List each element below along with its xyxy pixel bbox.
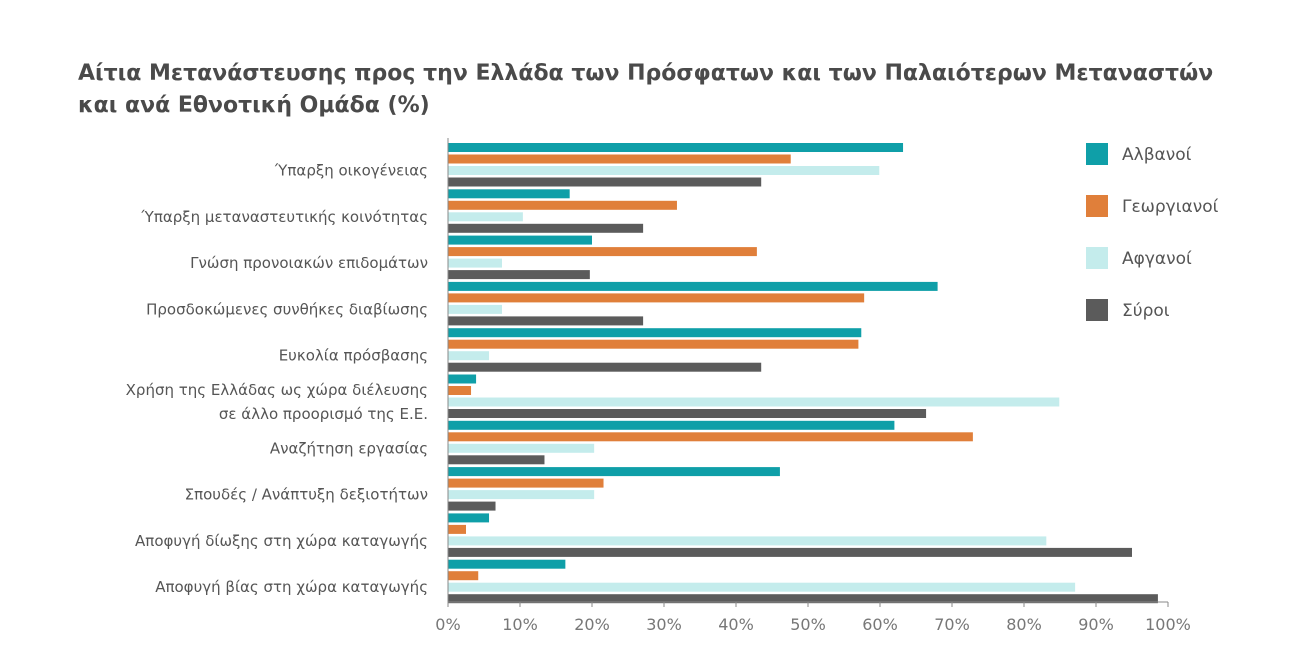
legend-swatch bbox=[1086, 195, 1108, 217]
title-line-2: και ανά Εθνοτική Ομάδα (%) bbox=[78, 93, 430, 118]
bar bbox=[448, 420, 895, 430]
legend-label: Σύροι bbox=[1122, 301, 1170, 321]
bar bbox=[448, 200, 677, 210]
bar bbox=[448, 281, 938, 291]
bar bbox=[448, 409, 927, 418]
category-label: Προσδοκώμενες συνθήκες διαβίωσης bbox=[146, 300, 428, 318]
bar bbox=[448, 501, 496, 511]
category-label: Σπουδές / Ανάπτυξη δεξιοτήτων bbox=[185, 486, 428, 504]
x-tick-label: 40% bbox=[718, 615, 754, 634]
bar bbox=[448, 582, 1076, 592]
bar bbox=[448, 478, 604, 488]
legend-label: Αφγανοί bbox=[1122, 249, 1192, 269]
bar bbox=[448, 386, 472, 395]
bar bbox=[448, 189, 570, 199]
bar bbox=[448, 154, 791, 164]
bar bbox=[448, 513, 490, 523]
legend-swatch bbox=[1086, 247, 1108, 269]
x-tick-label: 70% bbox=[934, 615, 970, 634]
bar bbox=[448, 270, 590, 280]
bar bbox=[448, 143, 904, 152]
bar bbox=[448, 235, 592, 245]
category-label: Ύπαρξη μεταναστευτικής κοινότητας bbox=[140, 208, 428, 226]
title-line-1: Αίτια Μετανάστευσης προς την Ελλάδα των … bbox=[78, 61, 1214, 86]
x-tick-label: 30% bbox=[646, 615, 682, 634]
bar bbox=[448, 571, 479, 581]
bar bbox=[448, 432, 973, 442]
bar bbox=[448, 455, 545, 465]
bar bbox=[448, 177, 762, 187]
bar bbox=[448, 443, 595, 453]
category-label: σε άλλο προορισμό της Ε.Ε. bbox=[219, 405, 428, 423]
x-tick-label: 100% bbox=[1145, 615, 1191, 634]
bar bbox=[448, 247, 757, 257]
bar bbox=[448, 594, 1158, 604]
bar bbox=[448, 339, 859, 349]
legend-label: Γεωργιανοί bbox=[1122, 197, 1219, 217]
x-tick-label: 60% bbox=[862, 615, 898, 634]
x-tick-label: 50% bbox=[790, 615, 826, 634]
category-label: Αναζήτηση εργασίας bbox=[270, 439, 428, 457]
bar bbox=[448, 374, 477, 384]
chart-title: Αίτια Μετανάστευσης προς την Ελλάδα των … bbox=[78, 58, 1213, 122]
bar bbox=[448, 293, 865, 303]
bar bbox=[448, 212, 523, 222]
bar bbox=[448, 536, 1047, 546]
category-label: Αποφυγή δίωξης στη χώρα καταγωγής bbox=[135, 532, 428, 550]
bar bbox=[448, 223, 644, 233]
x-tick-label: 0% bbox=[435, 615, 460, 634]
bar bbox=[448, 397, 1060, 407]
bar bbox=[448, 467, 780, 477]
bar bbox=[448, 547, 1132, 557]
x-tick-label: 20% bbox=[574, 615, 610, 634]
x-tick-label: 80% bbox=[1006, 615, 1042, 634]
bar bbox=[448, 304, 502, 314]
category-label: Χρήση της Ελλάδας ως χώρα διέλευσης bbox=[126, 381, 428, 399]
x-tick-label: 90% bbox=[1078, 615, 1114, 634]
category-label: Ευκολία πρόσβασης bbox=[279, 347, 428, 365]
legend-swatch bbox=[1086, 143, 1108, 165]
bar bbox=[448, 166, 880, 175]
legend-label: Αλβανοί bbox=[1122, 145, 1192, 165]
bar bbox=[448, 351, 490, 361]
bar bbox=[448, 490, 595, 500]
legend-swatch bbox=[1086, 299, 1108, 321]
x-tick-label: 10% bbox=[502, 615, 538, 634]
bar bbox=[448, 258, 502, 268]
bar bbox=[448, 524, 466, 534]
category-label: Αποφυγή βίας στη χώρα καταγωγής bbox=[155, 578, 428, 596]
bar bbox=[448, 559, 566, 569]
bar bbox=[448, 316, 644, 326]
bar bbox=[448, 328, 862, 338]
category-label: Γνώση προνοιακών επιδομάτων bbox=[190, 254, 428, 272]
bar bbox=[448, 362, 762, 372]
category-label: Ύπαρξη οικογένειας bbox=[274, 162, 428, 180]
